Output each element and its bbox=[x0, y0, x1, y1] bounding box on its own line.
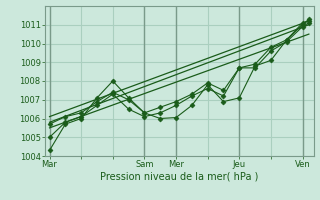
X-axis label: Pression niveau de la mer( hPa ): Pression niveau de la mer( hPa ) bbox=[100, 172, 258, 182]
